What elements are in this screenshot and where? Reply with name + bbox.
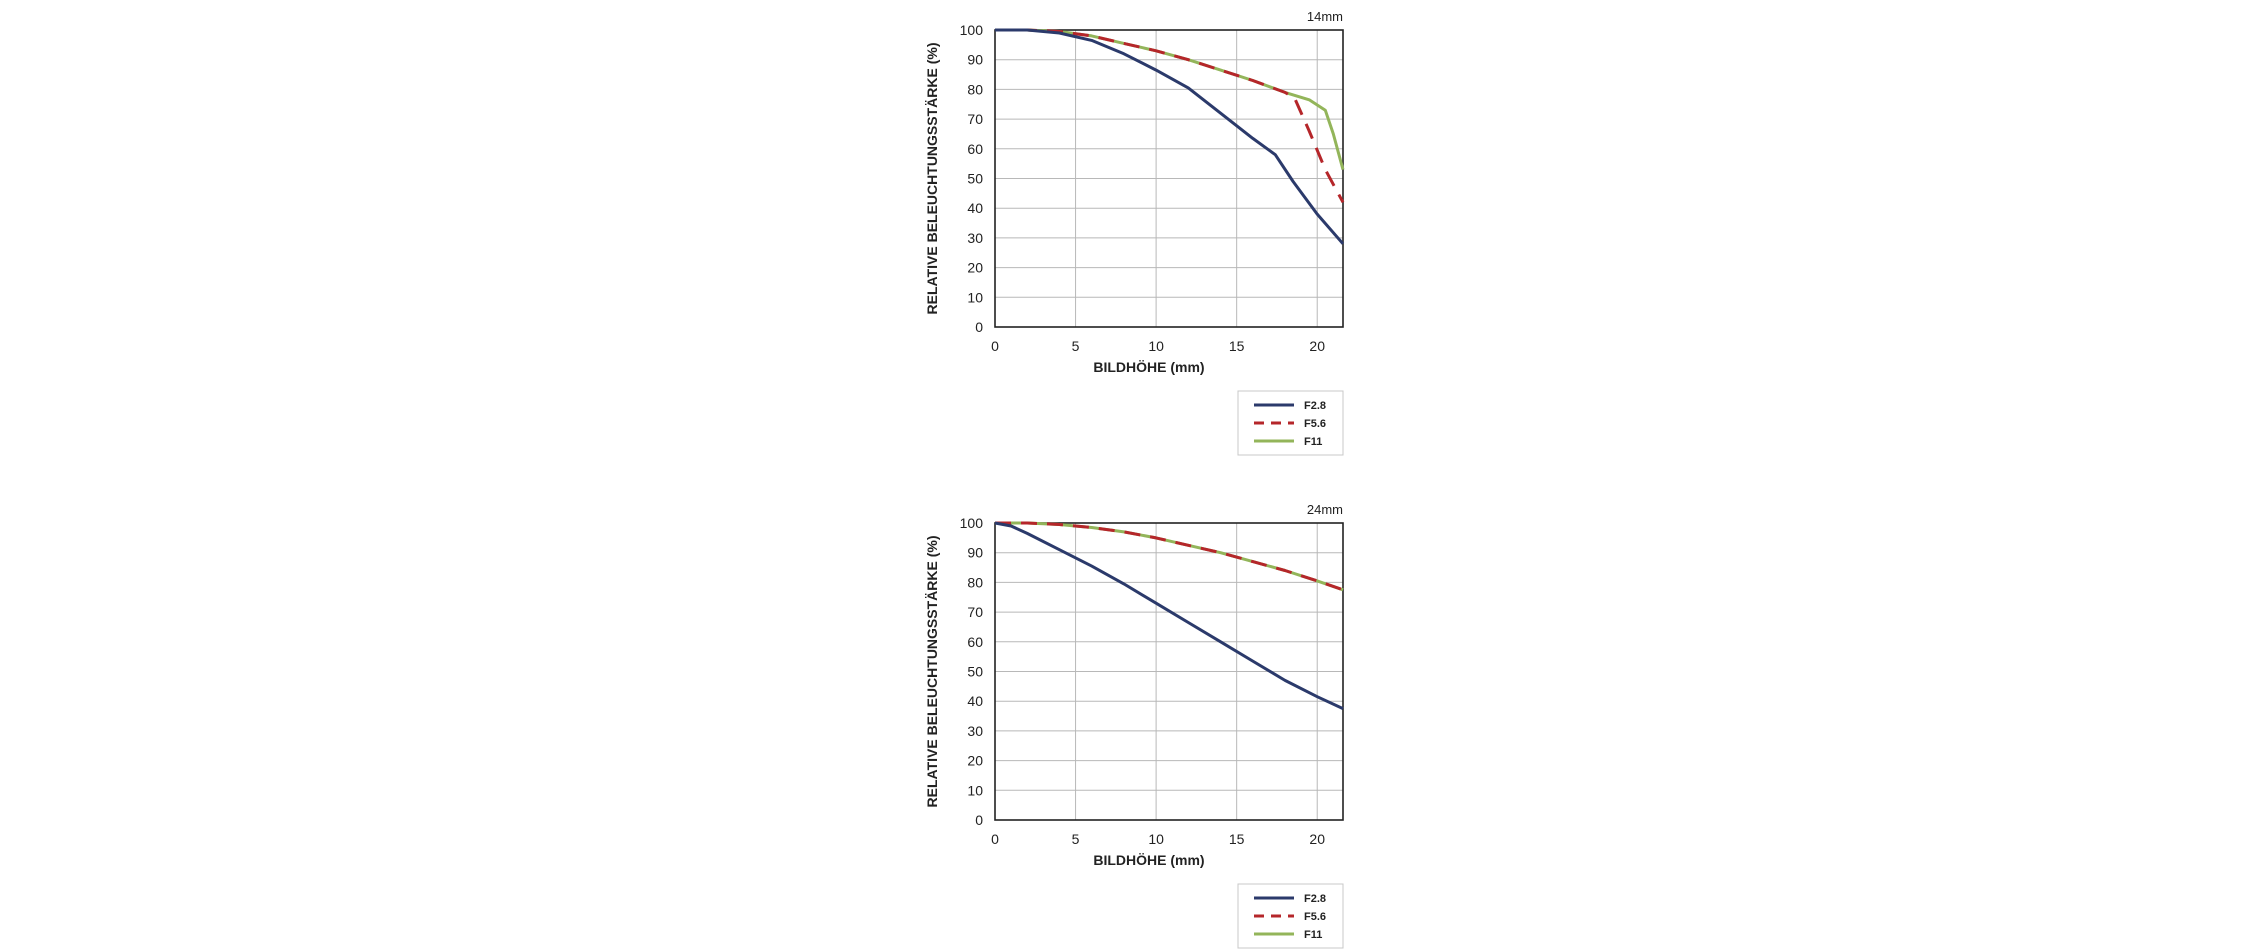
legend: F2.8 F5.6 F11 bbox=[1237, 883, 1344, 949]
y-tick-label: 100 bbox=[960, 515, 984, 531]
series-line-f28 bbox=[994, 521, 1344, 710]
x-tick-label: 15 bbox=[1229, 338, 1245, 354]
y-tick-label: 20 bbox=[967, 753, 983, 769]
x-axis-label: BILDHÖHE (mm) bbox=[1093, 852, 1204, 868]
chart-2: 0 10 20 30 40 50 60 70 80 90 100 0 5 10 15 20 BILDHÖHE (… bbox=[924, 502, 1344, 949]
y-tick-label: 80 bbox=[967, 574, 983, 590]
series-line-f56 bbox=[995, 28, 1345, 204]
chart-title: 14mm bbox=[1307, 9, 1343, 24]
y-tick-label: 0 bbox=[975, 319, 983, 335]
series-line-f28 bbox=[995, 28, 1345, 245]
plot-frame bbox=[994, 29, 1344, 328]
y-tick-label: 90 bbox=[967, 52, 983, 68]
y-tick-label: 90 bbox=[967, 545, 983, 561]
series-line-f11 bbox=[995, 521, 1344, 592]
y-tick-label: 40 bbox=[967, 693, 983, 709]
y-tick-label: 60 bbox=[967, 141, 983, 157]
x-tick-label: 20 bbox=[1309, 338, 1325, 354]
legend-label: F5.6 bbox=[1304, 418, 1326, 430]
legend-label: F5.6 bbox=[1304, 911, 1326, 923]
y-tick-label: 50 bbox=[967, 664, 983, 680]
chart-title: 24mm bbox=[1307, 502, 1343, 517]
x-tick-label: 5 bbox=[1072, 831, 1080, 847]
y-tick-label: 0 bbox=[975, 812, 983, 828]
y-tick-label: 30 bbox=[967, 230, 983, 246]
x-tick-label: 0 bbox=[991, 831, 999, 847]
x-tick-label: 20 bbox=[1309, 831, 1325, 847]
x-tick-label: 0 bbox=[991, 338, 999, 354]
y-tick-label: 70 bbox=[967, 111, 983, 127]
x-axis-label: BILDHÖHE (mm) bbox=[1093, 359, 1204, 375]
y-tick-label: 30 bbox=[967, 723, 983, 739]
legend-label: F11 bbox=[1304, 436, 1322, 448]
x-tick-label: 5 bbox=[1072, 338, 1080, 354]
plot-frame bbox=[994, 522, 1344, 821]
y-tick-label: 70 bbox=[967, 604, 983, 620]
y-tick-label: 50 bbox=[967, 171, 983, 187]
y-tick-label: 10 bbox=[967, 289, 983, 305]
y-tick-label: 80 bbox=[967, 81, 983, 97]
y-tick-label: 40 bbox=[967, 200, 983, 216]
y-tick-label: 10 bbox=[967, 782, 983, 798]
y-tick-label: 100 bbox=[960, 22, 984, 38]
legend-label: F2.8 bbox=[1304, 400, 1326, 412]
series-line-f56 bbox=[995, 521, 1344, 592]
chart-1: 0 10 20 30 40 50 60 70 80 90 100 0 5 10 15 20 BILDHÖHE (… bbox=[924, 9, 1345, 456]
y-axis-label: RELATIVE BELEUCHTUNGSSTÄRKE (%) bbox=[924, 43, 940, 315]
y-axis-label: RELATIVE BELEUCHTUNGSSTÄRKE (%) bbox=[924, 536, 940, 808]
y-tick-label: 60 bbox=[967, 634, 983, 650]
legend-label: F11 bbox=[1304, 929, 1322, 941]
legend-label: F2.8 bbox=[1304, 893, 1326, 905]
x-tick-label: 15 bbox=[1229, 831, 1245, 847]
legend: F2.8 F5.6 F11 bbox=[1237, 390, 1344, 456]
y-tick-label: 20 bbox=[967, 260, 983, 276]
x-tick-label: 10 bbox=[1148, 338, 1164, 354]
x-tick-label: 10 bbox=[1148, 831, 1164, 847]
